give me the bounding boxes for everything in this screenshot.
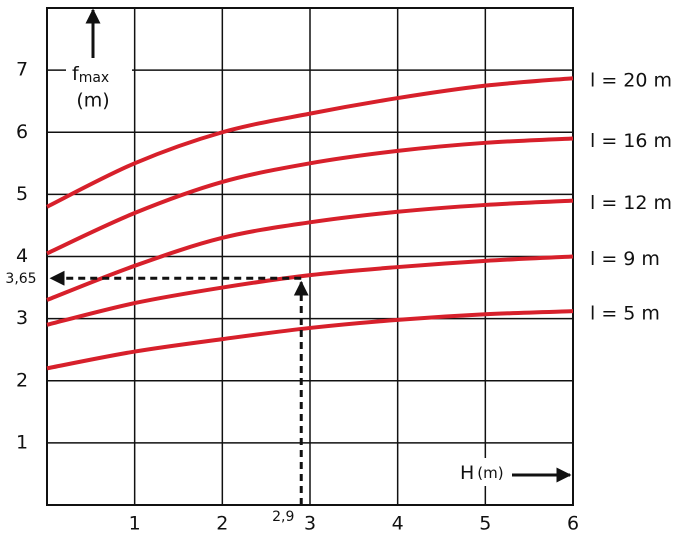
reading-y-label: 3,65 (5, 271, 36, 287)
y-tick-label: 5 (16, 183, 28, 205)
legend-label: l = 16 m (590, 130, 672, 152)
series-line (46, 76, 574, 209)
x-axis-label-main: H (460, 462, 474, 484)
legend-label: l = 9 m (590, 248, 660, 270)
legend-label: l = 12 m (590, 192, 672, 214)
xlabel-bg (455, 458, 515, 486)
legend-label: l = 5 m (590, 303, 660, 325)
y-tick-label: 2 (16, 369, 28, 391)
y-axis-label: fmax (72, 63, 109, 87)
y-tick-label: 6 (16, 121, 28, 143)
x-tick-label: 4 (392, 513, 404, 535)
reading-x-label: 2,9 (272, 509, 294, 525)
series-line (46, 136, 574, 256)
y-tick-label: 3 (16, 307, 28, 329)
y-tick-label: 1 (16, 431, 28, 453)
series-line (46, 198, 574, 302)
y-axis-label-main: f (72, 63, 80, 85)
ylabel-bg (66, 58, 132, 118)
y-axis-label-sub: max (79, 70, 110, 86)
x-tick-label: 1 (129, 513, 141, 535)
x-tick-label: 2 (216, 513, 228, 535)
x-tick-label: 3 (304, 513, 316, 535)
x-axis-unit: (m) (477, 464, 503, 482)
legend-label: l = 20 m (590, 70, 672, 92)
x-axis-label: H (m) (460, 462, 504, 484)
series-line (46, 254, 574, 327)
y-tick-label: 7 (16, 59, 28, 81)
x-tick-label: 6 (567, 513, 579, 535)
y-tick-label: 4 (16, 245, 28, 267)
series-line (46, 309, 574, 371)
x-tick-label: 5 (479, 513, 491, 535)
plot-frame (46, 7, 574, 506)
y-axis-unit: (m) (76, 90, 109, 112)
